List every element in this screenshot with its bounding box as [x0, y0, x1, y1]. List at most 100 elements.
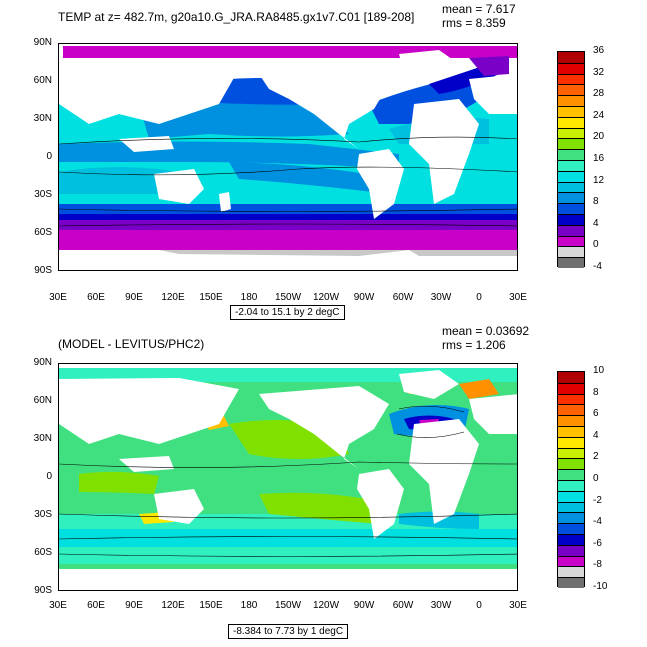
lon-label: 90W	[353, 600, 375, 611]
colorbar-segment	[558, 426, 584, 437]
colorbar-segment	[558, 382, 584, 394]
lon-label: 30W	[430, 600, 452, 611]
difference-field	[59, 364, 517, 590]
antarctic-purple	[59, 220, 517, 230]
lat-label-0: 0	[46, 471, 52, 482]
colorbar-segment	[558, 469, 584, 480]
lon-label: 180	[240, 600, 258, 611]
lon-label: 60E	[87, 292, 105, 303]
australia	[154, 489, 204, 524]
colorbar-segment	[558, 138, 584, 150]
lon-label: 0	[476, 600, 482, 611]
lat-label-0: 0	[46, 151, 52, 162]
lat-label-30s: 30S	[34, 189, 52, 200]
difference-map-panel: (MODEL - LEVITUS/PHC2) mean = 0.03692 rm…	[0, 320, 647, 640]
africa	[409, 419, 479, 524]
colorbar-segment	[558, 235, 584, 247]
antarctic-missing	[59, 250, 517, 256]
colorbar-segment	[558, 192, 584, 204]
colorbar-segment	[558, 393, 584, 405]
south-america	[357, 469, 404, 539]
contour-range-label: -8.384 to 7.73 by 1 degC	[228, 624, 349, 639]
colorbar-tick-label: 0	[593, 239, 599, 251]
lon-label: 120W	[312, 600, 340, 611]
lon-label: 30E	[509, 600, 527, 611]
lon-label: 150E	[199, 600, 223, 611]
colorbar-segment	[558, 62, 584, 74]
colorbar-tick-label: 12	[593, 174, 605, 186]
colorbar-tick-label: -8	[593, 559, 602, 571]
colorbar-tick-label: 28	[593, 88, 605, 100]
lon-label: 60E	[87, 600, 105, 611]
colorbar-segment	[558, 95, 584, 106]
colorbar-segment	[558, 458, 584, 470]
colorbar-tick-label: 4	[593, 217, 599, 229]
mean-value: mean = 0.03692	[442, 324, 530, 338]
colorbar	[557, 371, 585, 588]
colorbar-segment	[558, 170, 584, 182]
lat-label-90s: 90S	[34, 585, 52, 596]
colorbar-tick-label: -10	[593, 581, 608, 592]
south-pacific-positive	[259, 492, 389, 524]
greenland	[399, 370, 459, 399]
colorbar-tick-label: 2	[593, 451, 599, 463]
colorbar-segment	[558, 436, 584, 448]
colorbar	[557, 51, 585, 268]
colorbar-segment	[558, 116, 584, 128]
antarctica	[59, 256, 517, 270]
lat-label-90s: 90S	[34, 265, 52, 276]
temperature-map	[58, 43, 518, 271]
colorbar-tick-label: 4	[593, 429, 599, 441]
lon-label: 30W	[430, 292, 452, 303]
southern-bright	[59, 529, 517, 547]
temperature-map-panel: TEMP at z= 482.7m, g20a10.G_JRA.RA8485.g…	[0, 0, 647, 320]
colorbar-segment	[558, 447, 584, 459]
lon-label: 120E	[161, 292, 185, 303]
colorbar-tick-label: 0	[593, 473, 599, 484]
antarctica	[59, 569, 517, 590]
lon-label: 30E	[49, 292, 67, 303]
lon-label: 150W	[274, 600, 302, 611]
australia	[154, 169, 204, 204]
lon-label: 120W	[312, 292, 340, 303]
south-pacific-gyre	[229, 162, 394, 194]
colorbar-segment	[558, 501, 584, 513]
colorbar-segment	[558, 160, 584, 171]
colorbar-tick-label: 8	[593, 386, 599, 398]
temperature-field	[59, 44, 517, 270]
colorbar-tick-label: 20	[593, 131, 605, 143]
lon-label: 150E	[199, 292, 223, 303]
colorbar-segment	[558, 555, 584, 567]
eurasia	[59, 58, 239, 124]
lon-label: 90E	[125, 292, 143, 303]
lon-label: 150W	[274, 292, 302, 303]
north-america	[259, 386, 389, 469]
nordic-seas-purple	[469, 56, 509, 76]
africa	[409, 99, 479, 204]
arctic-band	[63, 46, 517, 58]
colorbar-segment	[558, 73, 584, 85]
colorbar-tick-label: 36	[593, 45, 605, 56]
colorbar-tick-label: 16	[593, 153, 605, 164]
colorbar-segment	[558, 490, 584, 502]
colorbar-segment	[558, 257, 584, 268]
colorbar-segment	[558, 214, 584, 225]
colorbar-segment	[558, 577, 584, 588]
colorbar-segment	[558, 246, 584, 258]
nordic-warm	[459, 379, 499, 399]
lat-label-60n: 60N	[33, 75, 52, 86]
colorbar-segment	[558, 480, 584, 491]
contour-range-label: -2.04 to 15.1 by 2 degC	[230, 305, 345, 320]
eurasia	[59, 378, 239, 444]
lon-label: 120E	[161, 600, 185, 611]
lat-label-30n: 30N	[33, 433, 52, 444]
colorbar-tick-label: 10	[593, 365, 605, 376]
europe	[469, 394, 517, 434]
europe	[469, 74, 517, 114]
lon-label: 60W	[392, 292, 414, 303]
mean-value: mean = 7.617	[442, 2, 516, 16]
lat-label-60n: 60N	[33, 395, 52, 406]
colorbar-tick-label: -2	[593, 494, 602, 506]
lon-label: 30E	[49, 600, 67, 611]
antarctic-magenta	[59, 230, 517, 250]
